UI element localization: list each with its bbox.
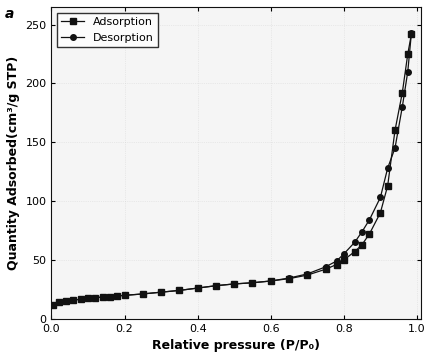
Text: a: a [4, 7, 14, 21]
Adsorption [400, 91, 405, 95]
Adsorption [93, 295, 98, 300]
Adsorption [378, 211, 383, 215]
Desorption [323, 265, 328, 269]
Desorption [213, 284, 219, 288]
Desorption [385, 166, 390, 170]
Adsorption [250, 281, 255, 285]
Desorption [405, 70, 410, 74]
Adsorption [305, 273, 310, 277]
Desorption [64, 299, 69, 303]
Adsorption [51, 302, 56, 307]
Desorption [100, 295, 105, 299]
Adsorption [405, 52, 410, 56]
Adsorption [140, 292, 145, 296]
Adsorption [78, 297, 83, 302]
Adsorption [100, 295, 105, 299]
Desorption [177, 288, 182, 293]
Adsorption [367, 232, 372, 236]
Desorption [392, 146, 397, 150]
Desorption [56, 300, 61, 304]
Desorption [378, 195, 383, 200]
Adsorption [232, 282, 237, 286]
Adsorption [409, 32, 414, 36]
Line: Desorption: Desorption [51, 30, 414, 307]
Adsorption [158, 290, 164, 294]
X-axis label: Relative pressure (P/P₀): Relative pressure (P/P₀) [152, 339, 320, 352]
Desorption [341, 252, 346, 256]
Desorption [158, 290, 164, 294]
Desorption [71, 298, 76, 302]
Adsorption [177, 288, 182, 293]
Desorption [85, 296, 90, 300]
Desorption [51, 302, 56, 307]
Desorption [286, 276, 291, 280]
Adsorption [352, 250, 357, 254]
Adsorption [122, 293, 127, 298]
Desorption [268, 279, 273, 283]
Desorption [140, 292, 145, 296]
Line: Adsorption: Adsorption [51, 31, 414, 307]
Desorption [250, 281, 255, 285]
Desorption [115, 294, 120, 298]
Adsorption [85, 296, 90, 300]
Adsorption [64, 299, 69, 303]
Desorption [305, 272, 310, 276]
Adsorption [115, 294, 120, 298]
Desorption [195, 286, 200, 290]
Adsorption [392, 128, 397, 132]
Desorption [359, 229, 365, 234]
Legend: Adsorption, Desorption: Adsorption, Desorption [57, 13, 158, 47]
Adsorption [341, 258, 346, 262]
Desorption [78, 297, 83, 302]
Desorption [334, 259, 339, 263]
Desorption [400, 105, 405, 109]
Adsorption [107, 294, 113, 299]
Adsorption [213, 284, 219, 288]
Desorption [409, 31, 414, 35]
Adsorption [195, 286, 200, 290]
Adsorption [286, 276, 291, 281]
Adsorption [323, 267, 328, 271]
Adsorption [71, 298, 76, 302]
Adsorption [268, 279, 273, 283]
Desorption [232, 282, 237, 286]
Desorption [93, 295, 98, 300]
Adsorption [385, 183, 390, 188]
Desorption [107, 294, 113, 299]
Adsorption [334, 262, 339, 267]
Desorption [352, 240, 357, 244]
Y-axis label: Quantity Adsorbed(cm³/g STP): Quantity Adsorbed(cm³/g STP) [7, 56, 20, 270]
Adsorption [56, 300, 61, 304]
Desorption [367, 218, 372, 222]
Adsorption [359, 242, 365, 247]
Desorption [122, 293, 127, 298]
